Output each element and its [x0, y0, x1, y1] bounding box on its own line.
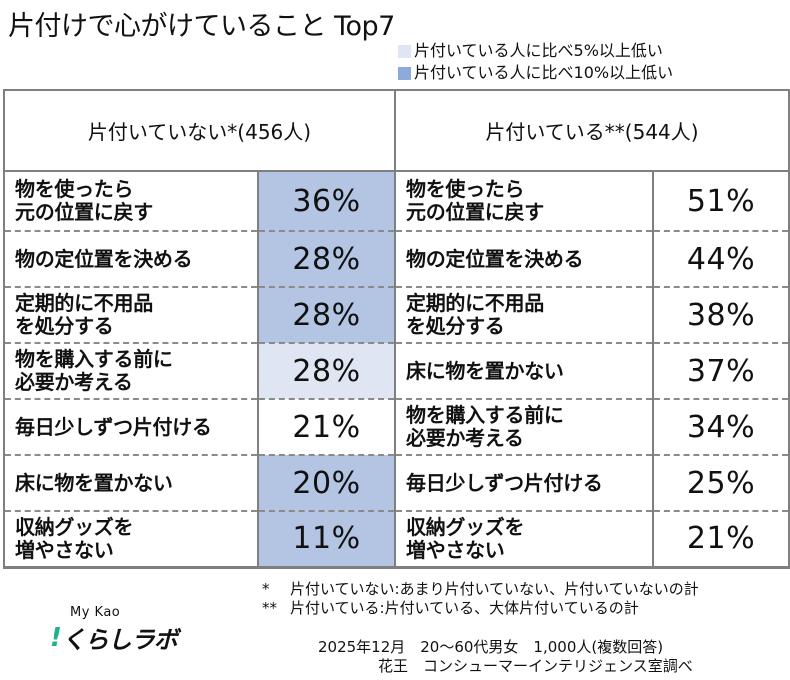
legend-swatch-dark [398, 66, 411, 80]
survey-source: 2025年12月 20～60代男女 1,000人(複数回答) 花王 コンシューマ… [318, 638, 693, 676]
table-row: 定期的に不用品 を処分する 28% 定期的に不用品 を処分する 38% [3, 286, 790, 343]
right-item: 物を購入する前に 必要か考える [394, 398, 654, 455]
legend-label: 片付いている人に比べ10%以上低い [414, 63, 674, 82]
right-percentage: 21% [652, 510, 790, 569]
left-item: 定期的に不用品 を処分する [3, 286, 259, 343]
table-row: 収納グッズを 増やさない 11% 収納グッズを 増やさない 21% [3, 510, 790, 569]
right-item: 床に物を置かない [394, 342, 654, 399]
legend-item-10pct: 片付いている人に比べ10%以上低い [398, 62, 673, 84]
page-title: 片付けで心がけていること Top7 [8, 11, 395, 42]
table-row: 物を使ったら 元の位置に戻す 36% 物を使ったら 元の位置に戻す 51% [3, 171, 790, 231]
left-percentage: 11% [257, 510, 396, 569]
left-percentage: 28% [257, 230, 396, 287]
table-row: 物を購入する前に 必要か考える 28% 床に物を置かない 37% [3, 342, 790, 399]
footnotes: * 片付いていない:あまり片付いていない、片付いていないの計 ** 片付いている:片… [262, 580, 699, 618]
logo-wordmark: ! くらしラボ [50, 620, 178, 655]
legend-item-5pct: 片付いている人に比べ5%以上低い [398, 40, 673, 62]
right-percentage: 44% [652, 230, 790, 287]
right-item: 物の定位置を決める [394, 230, 654, 287]
my-kao-kurashi-labo-logo: My Kao ! くらしラボ [50, 605, 178, 655]
right-item: 収納グッズを 増やさない [394, 510, 654, 569]
logo-exclamation-icon: ! [50, 622, 62, 653]
right-item: 定期的に不用品 を処分する [394, 286, 654, 343]
table-row: 床に物を置かない 20% 毎日少しずつ片付ける 25% [3, 454, 790, 511]
legend-swatch-light [398, 44, 411, 58]
ranking-table: 片付いていない*(456人) 片付いている**(544人) 物を使ったら 元の位… [3, 89, 790, 569]
left-item: 床に物を置かない [3, 454, 259, 511]
footnote: * 片付いていない:あまり片付いていない、片付いていないの計 [262, 580, 699, 598]
survey-credit: 花王 コンシューマーインテリジェンス室調べ [378, 657, 693, 675]
right-percentage: 34% [652, 398, 790, 455]
legend: 片付いている人に比べ5%以上低い 片付いている人に比べ10%以上低い [398, 40, 673, 84]
right-column-header: 片付いている**(544人) [394, 89, 790, 172]
survey-details: 2025年12月 20～60代男女 1,000人(複数回答) [318, 638, 664, 656]
footnote: ** 片付いている:片付いている、大体片付いているの計 [262, 599, 639, 617]
left-item: 物を購入する前に 必要か考える [3, 342, 259, 399]
left-item: 収納グッズを 増やさない [3, 510, 259, 569]
right-percentage: 37% [652, 342, 790, 399]
right-percentage: 51% [652, 171, 790, 231]
left-percentage: 21% [257, 398, 396, 455]
right-percentage: 38% [652, 286, 790, 343]
left-item: 毎日少しずつ片付ける [3, 398, 259, 455]
table-row: 物の定位置を決める 28% 物の定位置を決める 44% [3, 230, 790, 287]
left-percentage: 28% [257, 342, 396, 399]
left-percentage: 36% [257, 171, 396, 231]
right-item: 物を使ったら 元の位置に戻す [394, 171, 654, 231]
table-header: 片付いていない*(456人) 片付いている**(544人) [3, 89, 790, 172]
left-percentage: 20% [257, 454, 396, 511]
table-row: 毎日少しずつ片付ける 21% 物を購入する前に 必要か考える 34% [3, 398, 790, 455]
legend-label: 片付いている人に比べ5%以上低い [414, 41, 663, 60]
left-item: 物の定位置を決める [3, 230, 259, 287]
left-column-header: 片付いていない*(456人) [3, 89, 396, 172]
right-percentage: 25% [652, 454, 790, 511]
left-item: 物を使ったら 元の位置に戻す [3, 171, 259, 231]
left-percentage: 28% [257, 286, 396, 343]
logo-brand: My Kao [70, 605, 121, 620]
logo-text: くらしラボ [61, 626, 178, 654]
right-item: 毎日少しずつ片付ける [394, 454, 654, 511]
